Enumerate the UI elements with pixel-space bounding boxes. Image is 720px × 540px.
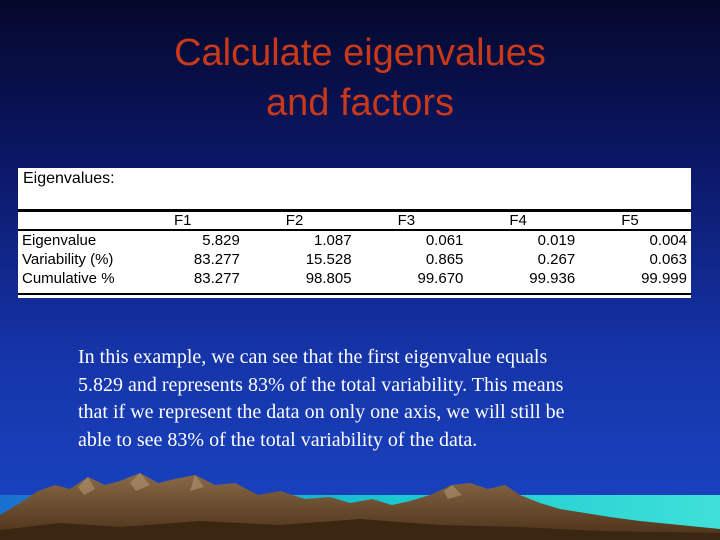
body-text: In this example, we can see that the fir… <box>78 344 688 454</box>
foreground-hills <box>0 519 720 540</box>
row-label: Variability (%) <box>22 251 114 268</box>
table-cell: 5.829 <box>202 232 240 249</box>
row-label: Cumulative % <box>22 270 115 287</box>
body-line: that if we represent the data on only on… <box>78 401 565 423</box>
table-cell: 99.936 <box>529 270 576 287</box>
table-header-row: F1 F2 F3 F4 F5 <box>18 212 691 229</box>
table-cell: 98.805 <box>305 270 352 287</box>
table-cell: 0.061 <box>425 232 464 249</box>
column-header: F2 <box>285 212 304 229</box>
table-row-eigenvalue: Eigenvalue 5.829 1.087 0.061 0.019 0.004 <box>18 231 691 250</box>
table-cell: 0.267 <box>537 251 576 268</box>
table-header-blank <box>18 212 132 229</box>
table-cell: 83.277 <box>193 270 240 287</box>
body-line: 5.829 and represents 83% of the total va… <box>78 373 564 396</box>
column-header: F3 <box>397 212 416 229</box>
table-cell: 83.277 <box>193 251 240 268</box>
row-label: Eigenvalue <box>22 232 97 249</box>
column-header: F4 <box>509 212 527 229</box>
mountain-landscape-illustration <box>0 473 720 540</box>
table-row-cumulative: Cumulative % 83.277 98.805 99.670 99.936… <box>18 269 691 288</box>
body-line: able to see 83% of the total variability… <box>78 428 478 451</box>
table-bottom-rule <box>18 293 691 295</box>
slide-title-line-2: and factors <box>266 82 454 124</box>
table-row-variability: Variability (%) 83.277 15.528 0.865 0.26… <box>18 250 691 269</box>
table-cell: 1.087 <box>314 232 352 249</box>
slide-title-line-1: Calculate eigenvalues <box>174 32 546 74</box>
column-header: F5 <box>621 212 639 229</box>
table-cell: 0.063 <box>649 251 687 268</box>
table-heading: Eigenvalues: <box>23 170 115 187</box>
table-cell: 99.670 <box>417 270 464 287</box>
column-header: F1 <box>174 212 192 229</box>
table-header-rule <box>18 229 691 231</box>
table-cell: 99.999 <box>641 270 687 287</box>
table-grid: F1 F2 F3 F4 F5 Eigenvalue 5.829 1.087 0.… <box>18 212 691 288</box>
eigenvalues-table: Eigenvalues: F1 F2 F3 F4 F5 Eigenvalue 5… <box>18 168 691 298</box>
body-line: In this example, we can see that the fir… <box>78 346 548 368</box>
table-cell: 0.004 <box>649 232 687 249</box>
table-cell: 0.865 <box>425 251 464 268</box>
table-cell: 0.019 <box>537 232 576 249</box>
table-cell: 15.528 <box>305 251 352 268</box>
slide-title: Calculate eigenvalues and factors <box>0 28 720 128</box>
table-top-rule <box>18 209 691 212</box>
